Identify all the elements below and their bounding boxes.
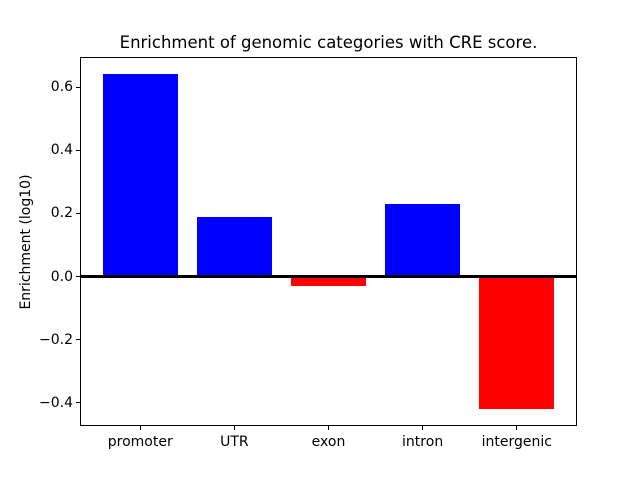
zero-line xyxy=(80,275,577,279)
x-tick-label-intergenic: intergenic xyxy=(481,434,552,450)
y-tick-label: −0.4 xyxy=(39,394,73,411)
y-tick-mark xyxy=(76,402,80,404)
x-tick-mark-promoter xyxy=(139,426,141,430)
y-axis-label: Enrichment (log10) xyxy=(18,174,34,310)
y-tick-label: 0.6 xyxy=(50,79,73,95)
y-tick-label: 0.0 xyxy=(50,268,73,285)
y-tick-label: 0.4 xyxy=(50,142,73,159)
y-tick-mark xyxy=(76,149,80,151)
x-tick-label-promoter: promoter xyxy=(107,434,173,450)
x-tick-mark-intergenic xyxy=(516,426,518,430)
bar-promoter xyxy=(102,74,178,277)
y-tick-label: −0.2 xyxy=(39,331,73,348)
y-tick-mark xyxy=(76,212,80,214)
bar-UTR xyxy=(196,216,273,277)
plot-area xyxy=(80,57,577,426)
x-tick-mark-UTR xyxy=(233,426,235,430)
y-tick-mark xyxy=(76,276,80,278)
bar-intron xyxy=(384,203,461,277)
x-tick-label-exon: exon xyxy=(311,434,346,450)
x-tick-mark-intron xyxy=(422,426,424,430)
bar-exon xyxy=(290,276,367,287)
bar-intergenic xyxy=(479,276,555,410)
y-tick-mark xyxy=(76,339,80,341)
x-tick-label-UTR: UTR xyxy=(220,434,249,450)
y-tick-label: 0.2 xyxy=(50,205,73,222)
x-tick-mark-exon xyxy=(328,426,329,430)
y-tick-mark xyxy=(76,86,80,88)
chart-title: Enrichment of genomic categories with CR… xyxy=(119,33,538,52)
x-tick-label-intron: intron xyxy=(402,434,444,450)
